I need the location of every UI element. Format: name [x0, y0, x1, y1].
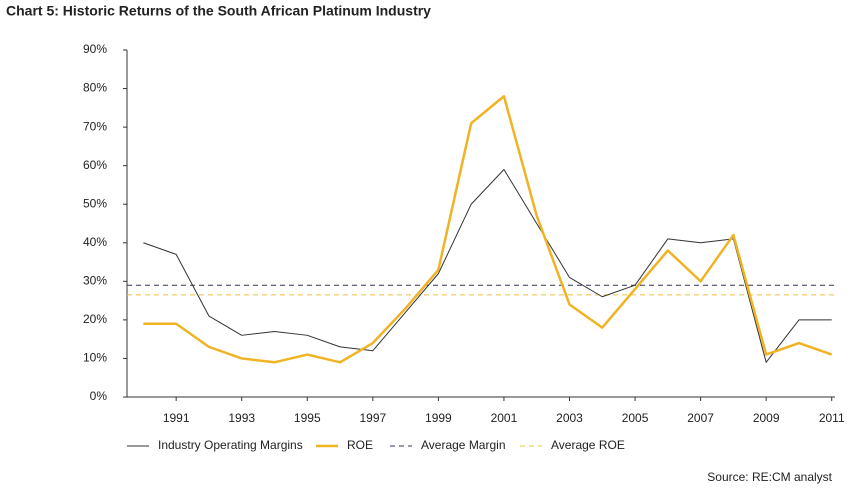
x-tick-label: 2003	[556, 411, 583, 425]
y-tick-label: 0%	[90, 389, 108, 403]
y-tick-label: 20%	[83, 312, 107, 326]
chart-title: Chart 5: Historic Returns of the South A…	[6, 3, 431, 19]
legend-label: Average ROE	[551, 438, 625, 452]
legend-label: Industry Operating Margins	[158, 438, 303, 452]
y-tick-label: 10%	[83, 351, 107, 365]
x-tick-label: 2005	[622, 411, 649, 425]
x-tick-label: 2009	[753, 411, 780, 425]
y-tick-label: 70%	[83, 119, 107, 133]
x-tick-label: 1999	[425, 411, 452, 425]
y-tick-label: 60%	[83, 158, 107, 172]
x-tick-label: 2007	[687, 411, 714, 425]
y-tick-label: 30%	[83, 274, 107, 288]
y-tick-label: 80%	[83, 81, 107, 95]
y-tick-label: 40%	[83, 235, 107, 249]
x-tick-label: 1991	[163, 411, 190, 425]
series-line	[143, 95, 833, 364]
x-tick-label: 1993	[228, 411, 255, 425]
x-tick-label: 2001	[491, 411, 518, 425]
y-tick-label: 50%	[83, 196, 107, 210]
x-tick-label: 2011	[819, 411, 845, 425]
x-tick-label: 1997	[359, 411, 386, 425]
y-tick-label: 90%	[83, 42, 107, 56]
legend-label: ROE	[347, 438, 373, 452]
x-tick-label: 1995	[294, 411, 321, 425]
legend-label: Average Margin	[421, 438, 506, 452]
source: Source: RE:CM analyst	[707, 470, 832, 484]
series-line	[143, 169, 832, 363]
